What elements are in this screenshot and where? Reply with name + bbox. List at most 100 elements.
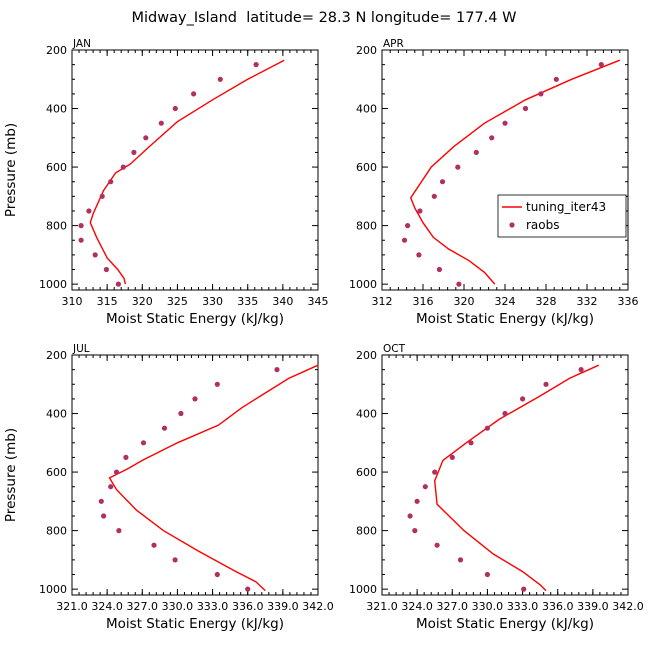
y-tick-label: 600 [46, 466, 67, 479]
x-tick-label: 316 [413, 295, 434, 308]
x-tick-label: 324 [495, 295, 516, 308]
y-tick-label: 800 [356, 220, 377, 233]
data-point-raobs [538, 91, 544, 97]
x-tick-label: 320 [132, 295, 153, 308]
data-point-raobs [401, 237, 408, 243]
x-tick-label: 325 [167, 295, 188, 308]
data-point-raobs [113, 469, 120, 475]
x-tick-label: 324.0 [401, 600, 433, 613]
data-point-raobs [115, 281, 121, 287]
data-point-raobs [140, 440, 147, 446]
x-tick-label: 315 [97, 295, 118, 308]
y-tick-label: 600 [46, 161, 67, 174]
data-point-raobs [103, 266, 109, 273]
data-point-raobs [274, 367, 280, 373]
data-point-raobs [457, 557, 464, 563]
legend-box [497, 194, 627, 238]
data-point-raobs [543, 381, 549, 387]
x-tick-label: 328 [536, 295, 557, 308]
panel-title: JUL [72, 343, 90, 355]
data-point-raobs [414, 498, 420, 504]
x-tick-label: 321.0 [366, 600, 398, 613]
data-point-raobs [405, 223, 411, 229]
data-point-raobs [116, 528, 122, 534]
data-point-raobs [434, 542, 440, 548]
data-point-raobs [78, 237, 84, 243]
x-axis-label: Moist Static Energy (kJ/kg) [106, 616, 284, 632]
y-tick-label: 200 [46, 349, 67, 362]
data-point-raobs [131, 149, 137, 155]
y-tick-label: 800 [46, 220, 67, 233]
panel-oct: OCT 321.0 324.0 327.0 330.0 333.0 336.0 339.0 34… [349, 343, 644, 632]
data-point-raobs [412, 528, 418, 534]
data-point-raobs [172, 105, 178, 112]
data-point-raobs [432, 469, 438, 475]
panel-jan: JAN 310 315 320 325 330 335 340 345 200 400 600 800 1… [3, 38, 329, 327]
y-tick-label: 800 [356, 525, 377, 538]
x-tick-label: 345 [308, 295, 329, 308]
data-point-raobs [178, 410, 184, 417]
panel-apr: APR 312 316 320 324 328 332 336 200 400 600 800 1000… [349, 38, 639, 327]
series-line-tuning_iter43 [409, 59, 621, 285]
x-tick-label: 339.0 [267, 600, 299, 613]
data-point-raobs [449, 454, 455, 460]
y-axis-label: Pressure (mb) [3, 428, 19, 522]
x-tick-label: 333.0 [507, 600, 539, 613]
data-point-raobs [172, 557, 178, 563]
plot-frame [381, 354, 629, 596]
series-line-tuning_iter43 [433, 364, 599, 592]
data-point-raobs [456, 281, 462, 287]
data-point-raobs [422, 484, 428, 490]
x-tick-label: 321.0 [56, 600, 88, 613]
y-tick-label: 200 [356, 349, 377, 362]
series-line-tuning_iter43 [108, 364, 319, 592]
plot-frame [71, 354, 319, 596]
x-tick-label: 330.0 [162, 600, 194, 613]
legend-obs-label: raobs [526, 218, 560, 232]
data-point-raobs [143, 135, 149, 141]
y-tick-label: 1000 [39, 278, 67, 291]
x-axis-label: Moist Static Energy (kJ/kg) [106, 311, 284, 327]
x-tick-label: 310 [62, 295, 83, 308]
x-tick-label: 332 [577, 295, 598, 308]
x-axis-label: Moist Static Energy (kJ/kg) [416, 616, 594, 632]
data-point-raobs [416, 252, 422, 258]
x-tick-label: 342.0 [302, 600, 334, 613]
legend-marker-swatch [509, 222, 515, 228]
x-tick-label: 336 [618, 295, 639, 308]
y-tick-label: 200 [356, 44, 377, 57]
x-tick-label: 320 [454, 295, 475, 308]
data-point-raobs [161, 425, 168, 431]
y-tick-label: 400 [46, 103, 67, 116]
data-point-raobs [455, 164, 461, 170]
data-point-raobs [407, 513, 413, 519]
y-tick-label: 600 [356, 466, 377, 479]
data-point-raobs [214, 571, 220, 578]
data-point-raobs [78, 223, 84, 229]
y-tick-label: 1000 [39, 583, 67, 596]
data-point-raobs [86, 208, 92, 214]
data-point-raobs [108, 179, 114, 185]
data-point-raobs [101, 513, 107, 519]
data-point-raobs [439, 179, 446, 185]
panel-title: OCT [383, 343, 406, 355]
x-tick-label: 336.0 [542, 600, 574, 613]
data-point-raobs [151, 542, 157, 548]
y-axis-label: Pressure (mb) [3, 123, 19, 217]
data-point-raobs [521, 586, 527, 592]
data-point-raobs [253, 62, 259, 68]
data-point-raobs [553, 76, 559, 82]
y-tick-label: 400 [356, 103, 377, 116]
data-point-raobs [431, 193, 437, 199]
panel-jul: JUL 321.0 324.0 327.0 330.0 333.0 336.0 339.0 34… [3, 343, 334, 632]
data-point-raobs [192, 396, 198, 402]
panel-title: APR [383, 38, 404, 50]
y-tick-label: 200 [46, 44, 67, 57]
data-point-raobs [98, 498, 104, 504]
panels-group: JAN 310 315 320 325 330 335 340 345 200 400 600 800 1… [3, 38, 644, 632]
x-axis-label: Moist Static Energy (kJ/kg) [416, 311, 594, 327]
y-tick-label: 800 [46, 525, 67, 538]
x-tick-label: 339.0 [577, 600, 609, 613]
